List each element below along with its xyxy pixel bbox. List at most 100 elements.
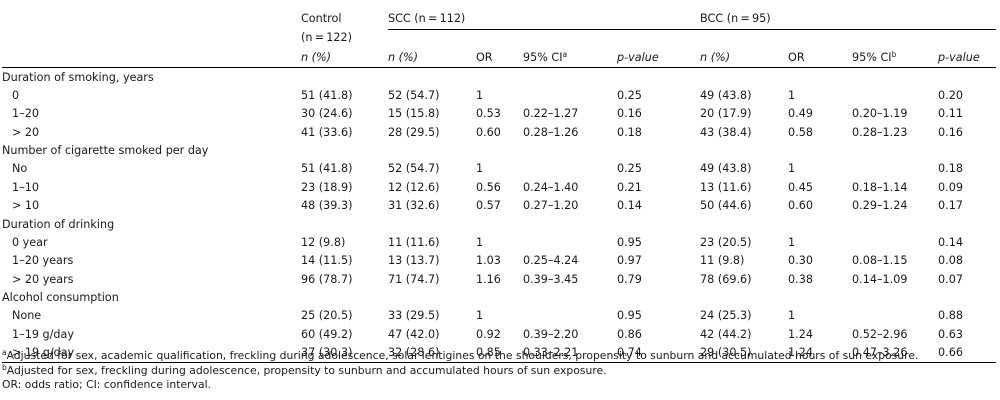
cell-scc-p: 0.86 <box>617 327 642 341</box>
cell-bcc-n: 42 (44.2) <box>700 327 752 341</box>
table-row: 1–19 g/day 60 (49.2) 47 (42.0) 0.92 0.39–2.2… <box>2 325 996 344</box>
header-bcc-or: OR <box>788 48 853 68</box>
cell-bcc-or: 1.24 <box>788 343 853 363</box>
header-scc: SCC (n = 112) <box>388 8 701 30</box>
table-row: > 19 g/day 37 (30.3) 32 (28.6) 0.85 0.33–2.2… <box>2 343 997 363</box>
cell-bcc-p: 0.63 <box>938 327 963 341</box>
cell-bcc-p: 0.08 <box>938 254 963 268</box>
table-row: > 10 48 (39.3) 31 (32.6) 0.57 0.27–1.20 0.14 5… <box>2 197 996 216</box>
cell-bcc-p: 0.11 <box>938 107 963 121</box>
cell-bcc-n: 20 (17.9) <box>700 107 752 121</box>
cell-scc-ci: 0.39–3.45 <box>523 272 579 286</box>
cell-bcc-ci <box>852 86 938 105</box>
header-bcc-n-pct: n (%) <box>700 48 789 68</box>
cell-scc-ci: 0.39–2.20 <box>523 327 579 341</box>
header-scc-n-pct: n (%) <box>388 48 476 68</box>
row-label: 0 <box>12 88 20 102</box>
cell-scc-or: 1 <box>476 88 484 102</box>
section-title: Number of cigarette smoked per day <box>2 144 209 157</box>
cell-scc-n: 71 (74.7) <box>388 272 440 286</box>
cell-bcc-p: 0.20 <box>938 88 963 102</box>
cell-bcc-or: 1 <box>788 235 796 249</box>
cell-bcc-n: 23 (20.5) <box>700 235 752 249</box>
cell-bcc-ci: 0.14–1.09 <box>852 272 908 286</box>
cell-scc-n: 11 (11.6) <box>388 235 440 249</box>
results-table: Control SCC (n = 112) BCC (n = 95) (n = … <box>2 8 997 363</box>
table-row: 1–20 years 14 (11.5) 13 (13.7) 1.03 0.25–4.2… <box>2 252 996 271</box>
cell-bcc-n: 49 (43.8) <box>700 88 752 102</box>
cell-bcc-ci: 0.20–1.19 <box>852 107 908 121</box>
cell-scc-n: 15 (15.8) <box>388 107 440 121</box>
cell-bcc-n: 50 (44.6) <box>700 199 752 213</box>
cell-scc-ci: 0.25–4.24 <box>523 254 579 268</box>
cell-control: 14 (11.5) <box>301 254 353 268</box>
footnote-a: aAdjusted for sex, academic qualificatio… <box>2 348 919 362</box>
table-row: > 20 years 96 (78.7) 71 (74.7) 1.16 0.39–3.4… <box>2 270 996 289</box>
table-row: 0 year 12 (9.8) 11 (11.6) 1 0.95 23 (20.5) 1 0.… <box>2 233 996 252</box>
cell-scc-n: 52 (54.7) <box>388 162 440 176</box>
cell-scc-n: 12 (12.6) <box>388 180 440 194</box>
cell-scc-or: 0.53 <box>476 107 501 121</box>
cell-bcc-ci: 0.08–1.15 <box>852 254 908 268</box>
cell-control: 30 (24.6) <box>301 107 353 121</box>
row-label: 0 year <box>12 235 48 249</box>
cell-scc-n: 52 (54.7) <box>388 88 440 102</box>
row-label: 1–20 <box>12 107 39 121</box>
row-label: 1–20 years <box>12 254 74 268</box>
cell-bcc-or: 0.58 <box>788 125 813 139</box>
cell-control: 48 (39.3) <box>301 199 353 213</box>
cell-scc-n: 32 (28.6) <box>388 343 476 363</box>
table-row: 0 51 (41.8) 52 (54.7) 1 0.25 49 (43.8) 1 0.20 <box>2 86 996 105</box>
cell-bcc-ci <box>852 233 938 252</box>
cell-scc-ci: 0.24–1.40 <box>523 180 579 194</box>
header-scc-pvalue: p-value <box>617 48 701 68</box>
row-label: None <box>12 309 42 323</box>
cell-scc-ci: 0.28–1.26 <box>523 125 579 139</box>
cell-scc-or: 0.60 <box>476 125 501 139</box>
cell-scc-n: 47 (42.0) <box>388 327 440 341</box>
row-label: > 20 years <box>12 272 74 286</box>
cell-bcc-or: 1 <box>788 162 796 176</box>
footnote-marker-a: a <box>562 50 568 59</box>
section-title: Duration of smoking, years <box>2 70 154 84</box>
table-row: No 51 (41.8) 52 (54.7) 1 0.25 49 (43.8) 1 0.18 <box>2 160 996 179</box>
cell-scc-p: 0.95 <box>617 235 642 249</box>
cell-scc-or: 1.16 <box>476 272 501 286</box>
section-title: Alcohol consumption <box>2 291 119 304</box>
cell-scc-p: 0.25 <box>617 88 642 102</box>
header-scc-ci: 95% CIa <box>523 48 617 68</box>
cell-scc-or: 1 <box>476 235 484 249</box>
row-label: 1–19 g/day <box>12 327 74 341</box>
table-row: > 20 41 (33.6) 28 (29.5) 0.60 0.28–1.26 0.18 4… <box>2 123 996 142</box>
header-bcc-ci: 95% CIb <box>852 48 939 68</box>
section-title: Duration of drinking <box>2 217 115 231</box>
cell-scc-p: 0.79 <box>617 272 642 286</box>
cell-scc-ci <box>523 307 617 326</box>
cell-scc-p: 0.14 <box>617 199 642 213</box>
cell-scc-ci: 0.27–1.20 <box>523 199 579 213</box>
footnote-b: bAdjusted for sex, freckling during adol… <box>2 362 607 377</box>
cell-scc-ci <box>523 233 617 252</box>
cell-bcc-n: 43 (38.4) <box>700 125 752 139</box>
cell-scc-or: 0.92 <box>476 327 501 341</box>
cell-control: 51 (41.8) <box>301 88 353 102</box>
cell-scc-p: 0.74 <box>617 343 701 363</box>
cell-control: 25 (20.5) <box>301 309 353 323</box>
cell-scc-or: 0.85 <box>476 343 523 363</box>
cell-bcc-or: 1.24 <box>788 327 813 341</box>
cell-bcc-or: 0.38 <box>788 272 813 286</box>
cell-bcc-n: 11 (9.8) <box>700 254 745 268</box>
row-label: > 20 <box>12 125 40 139</box>
cell-control: 12 (9.8) <box>301 235 346 249</box>
header-control-n: (n = 122) <box>301 30 353 44</box>
cell-bcc-or: 1 <box>788 88 796 102</box>
cell-bcc-p: 0.09 <box>938 180 963 194</box>
cell-control: 37 (30.3) <box>301 343 388 363</box>
cell-bcc-ci <box>852 307 938 326</box>
cell-bcc-p: 0.07 <box>938 272 963 286</box>
cell-scc-p: 0.95 <box>617 309 642 323</box>
cell-scc-n: 13 (13.7) <box>388 254 440 268</box>
cell-bcc-p: 0.17 <box>938 199 963 213</box>
cell-bcc-or: 0.45 <box>788 180 813 194</box>
table-body: Duration of smoking, years 0 51 (41.8) 52 (… <box>2 68 997 363</box>
